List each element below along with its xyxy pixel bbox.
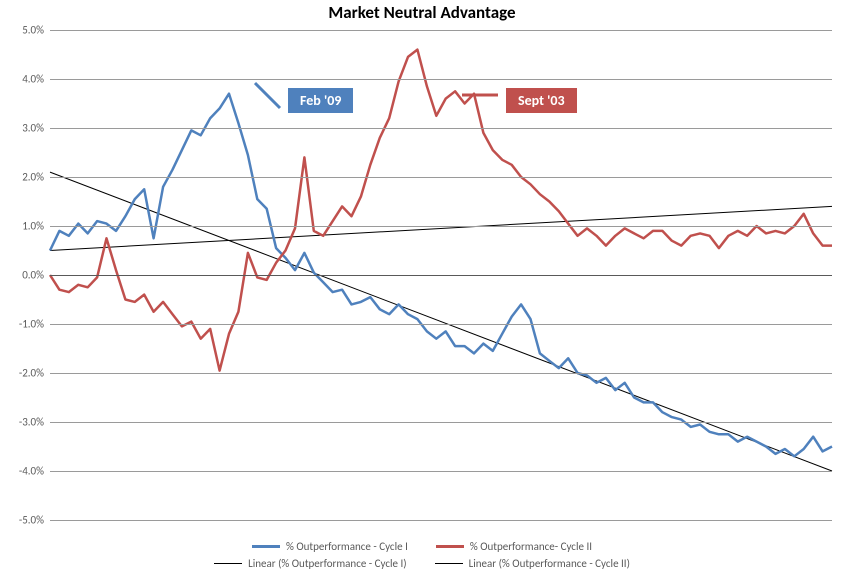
gridline — [50, 373, 832, 374]
gridline — [50, 226, 832, 227]
legend-swatch — [252, 545, 280, 548]
legend-item-linear2: Linear (% Outperformance - Cycle II) — [435, 557, 630, 570]
legend-item-cycle2: % Outperformance- Cycle II — [436, 540, 592, 553]
series-cycle2 — [50, 50, 832, 371]
y-tick-label: 2.0% — [22, 171, 44, 184]
legend-swatch — [436, 545, 464, 548]
y-tick-label: -2.0% — [19, 367, 44, 380]
y-tick-label: 5.0% — [22, 24, 44, 37]
plot-area: 5.0%4.0%3.0%2.0%1.0%0.0%-1.0%-2.0%-3.0%-… — [50, 30, 832, 520]
gridline — [50, 30, 832, 31]
legend-label: % Outperformance- Cycle II — [470, 540, 592, 553]
y-tick-label: 0.0% — [22, 269, 44, 282]
gridline — [50, 177, 832, 178]
legend-swatch — [435, 563, 463, 564]
legend-row: % Outperformance - Cycle I % Outperforman… — [0, 540, 844, 553]
legend-label: Linear (% Outperformance - Cycle I) — [248, 557, 407, 570]
legend-item-linear1: Linear (% Outperformance - Cycle I) — [214, 557, 407, 570]
gridline — [50, 422, 832, 423]
gridline — [50, 471, 832, 472]
callout-line-feb09 — [255, 83, 280, 108]
y-tick-label: -5.0% — [19, 514, 44, 527]
trend-line-linear1 — [50, 172, 832, 471]
chart-container: Market Neutral Advantage 5.0%4.0%3.0%2.0… — [0, 0, 844, 580]
y-tick-label: -1.0% — [19, 318, 44, 331]
legend-swatch — [214, 563, 242, 564]
gridline — [50, 324, 832, 325]
y-tick-label: 1.0% — [22, 220, 44, 233]
legend-label: % Outperformance - Cycle I — [286, 540, 408, 553]
gridline — [50, 128, 832, 129]
y-tick-label: 4.0% — [22, 73, 44, 86]
gridline — [50, 79, 832, 80]
legend-item-cycle1: % Outperformance - Cycle I — [252, 540, 408, 553]
legend: % Outperformance - Cycle I % Outperforman… — [0, 540, 844, 574]
gridline — [50, 520, 832, 521]
legend-row: Linear (% Outperformance - Cycle I) Linea… — [0, 557, 844, 570]
y-tick-label: 3.0% — [22, 122, 44, 135]
legend-label: Linear (% Outperformance - Cycle II) — [469, 557, 630, 570]
y-tick-label: -4.0% — [19, 465, 44, 478]
callout-sept03: Sept '03 — [506, 88, 577, 113]
callout-feb09: Feb '09 — [288, 88, 353, 113]
x-axis-line — [50, 275, 832, 276]
y-tick-label: -3.0% — [19, 416, 44, 429]
chart-title: Market Neutral Advantage — [0, 2, 844, 23]
